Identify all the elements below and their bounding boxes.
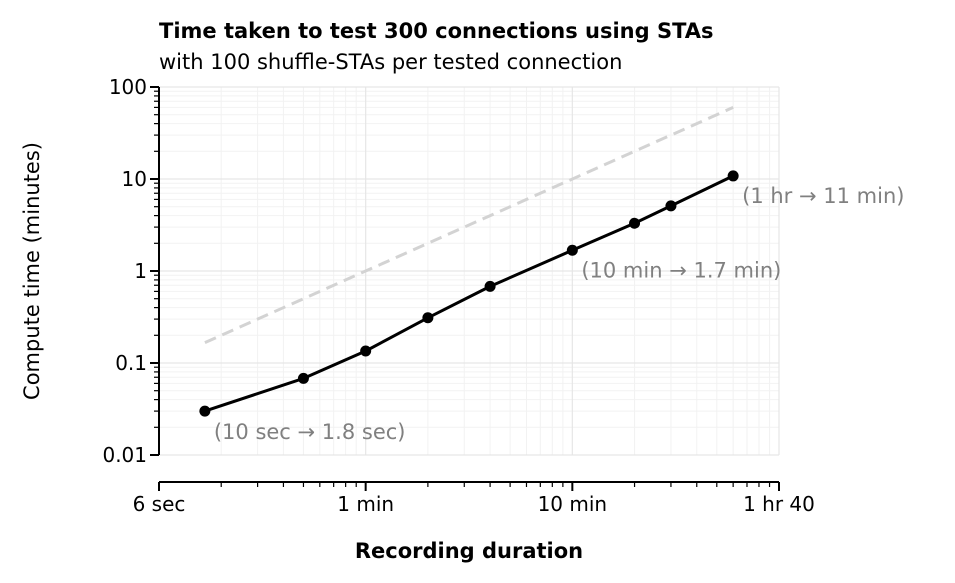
axes: 0.01 0.1 1 10 100 6 sec 1 min 10 min 1 hr 40	[102, 75, 814, 516]
chart-subtitle: with 100 shuffle-STAs per tested connect…	[159, 50, 622, 74]
x-tick-label: 1 hr 40	[743, 492, 815, 516]
y-tick-label: 0.01	[102, 443, 147, 467]
reference-line	[204, 106, 734, 344]
y-tick-label: 100	[109, 75, 147, 99]
data-point	[629, 217, 641, 229]
data-point	[297, 372, 309, 384]
chart-title: Time taken to test 300 connections using…	[159, 19, 714, 43]
x-tick-label: 10 min	[538, 492, 608, 516]
y-axis-title: Compute time (minutes)	[20, 142, 44, 400]
annotations: (10 sec → 1.8 sec) (10 min → 1.7 min) (1 h…	[214, 184, 905, 444]
data-point	[727, 170, 739, 182]
annotation-label: (1 hr → 11 min)	[742, 184, 904, 208]
x-tick-label: 6 sec	[133, 492, 186, 516]
annotation-label: (10 sec → 1.8 sec)	[214, 420, 406, 444]
series-group	[199, 106, 739, 417]
x-axis-title: Recording duration	[355, 539, 583, 563]
y-tick-label: 10	[122, 167, 147, 191]
x-tick-label: 1 min	[337, 492, 394, 516]
data-point	[566, 244, 578, 256]
data-point	[422, 312, 434, 324]
data-point	[665, 200, 677, 212]
y-tick-label: 0.1	[115, 351, 147, 375]
annotation-label: (10 min → 1.7 min)	[581, 258, 781, 282]
series-line	[204, 174, 734, 413]
data-point	[199, 405, 211, 417]
data-point	[484, 280, 496, 292]
data-point	[360, 345, 372, 357]
y-tick-label: 1	[134, 259, 147, 283]
